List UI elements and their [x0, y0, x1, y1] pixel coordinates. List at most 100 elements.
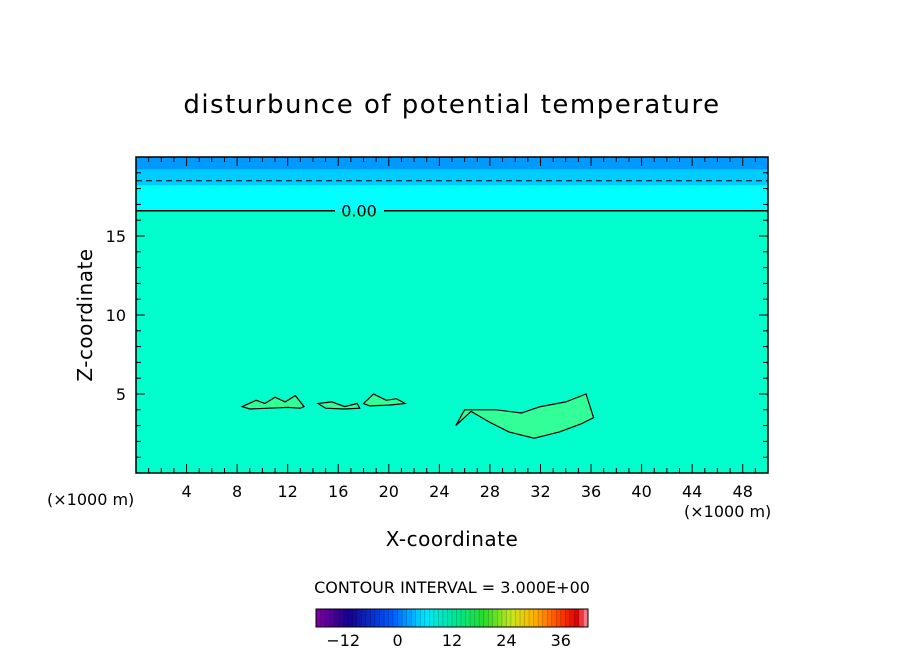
colorbar-segment — [483, 609, 489, 627]
colorbar-segment — [551, 609, 557, 627]
colorbar-segment — [388, 609, 394, 627]
colorbar-segment — [374, 609, 380, 627]
colorbar-segment — [424, 609, 430, 627]
colorbar-segment — [411, 609, 417, 627]
band-0 — [136, 210, 768, 473]
colorbar-segment — [569, 609, 575, 627]
band-2 — [136, 169, 768, 186]
colorbar-segment — [488, 609, 494, 627]
colorbar-segment — [420, 609, 426, 627]
colorbar-segment — [510, 609, 516, 627]
positive-region-2 — [362, 393, 408, 407]
x-tick-label: 4 — [181, 482, 191, 501]
colorbar-segment — [506, 609, 512, 627]
colorbar-segment — [556, 609, 562, 627]
colorbar-segment — [438, 609, 444, 627]
colorbar-segment — [406, 609, 412, 627]
colorbar-segment — [356, 609, 362, 627]
positive-region-0 — [240, 394, 306, 410]
colorbar-segment — [320, 609, 326, 627]
colorbar-segment — [316, 609, 321, 627]
x-tick-label: 44 — [682, 482, 702, 501]
positive-region-1 — [316, 401, 361, 410]
plot-area — [136, 157, 768, 473]
colorbar-segment — [379, 609, 385, 627]
x-unit-left: (×1000 m) — [47, 490, 134, 509]
colorbar-segment — [393, 609, 398, 627]
colorbar-segment — [370, 609, 376, 627]
x-tick-label: 24 — [429, 482, 449, 501]
colorbar-segment — [479, 609, 485, 627]
colorbar-segment — [515, 609, 521, 627]
colorbar-tick-label: 0 — [393, 631, 403, 650]
colorbar-segment — [334, 609, 339, 627]
colorbar-segment — [529, 609, 534, 627]
colorbar-segment — [329, 609, 335, 627]
colorbar-segment — [456, 609, 462, 627]
colorbar-segment — [560, 609, 566, 627]
x-axis-label: X-coordinate — [386, 527, 519, 551]
zero-contour-label: 0.00 — [341, 202, 377, 221]
colorbar-segment — [538, 609, 543, 627]
colorbar-segment — [325, 609, 330, 627]
colorbar-segment — [361, 609, 367, 627]
contour-lines: 0.00 — [136, 180, 768, 221]
colorbar-segment — [474, 609, 480, 627]
x-tick-label: 12 — [278, 482, 298, 501]
colorbar-segment — [565, 609, 571, 627]
y-tick-label: 5 — [116, 385, 126, 404]
y-tick-labels: 5 10 15 — [106, 227, 126, 404]
colorbar-segment — [520, 609, 525, 627]
x-tick-label: 36 — [581, 482, 601, 501]
colorbar-segment — [578, 609, 584, 627]
colorbar-segment — [343, 609, 349, 627]
contour-interval-note: CONTOUR INTERVAL = 3.000E+00 — [314, 578, 590, 597]
colorbar-segment — [429, 609, 435, 627]
colorbar-segment — [524, 609, 530, 627]
x-tick-label: 8 — [232, 482, 242, 501]
colorbar-segment — [442, 609, 448, 627]
chart-title: disturbunce of potential temperature — [183, 90, 720, 120]
colorbar-segment — [384, 609, 389, 627]
colorbar-segment — [415, 609, 421, 627]
colorbar-segment — [402, 609, 407, 627]
colorbar-segment — [447, 609, 453, 627]
x-tick-label: 40 — [631, 482, 651, 501]
colorbar-segment — [433, 609, 439, 627]
y-tick-label: 10 — [106, 306, 126, 325]
colorbar-tick-labels: −12 0 12 24 36 — [326, 631, 571, 650]
colorbar-segment — [470, 609, 475, 627]
y-axis-label: Z-coordinate — [73, 248, 97, 381]
axis-ticks — [136, 157, 768, 473]
colorbar-segment — [461, 609, 466, 627]
x-tick-label: 16 — [328, 482, 348, 501]
colorbar-segment — [465, 609, 471, 627]
colorbar-segment — [452, 609, 457, 627]
colorbar-segment — [497, 609, 503, 627]
colorbar-tick-label: 36 — [551, 631, 571, 650]
colorbar-segment — [365, 609, 371, 627]
y-tick-label: 15 — [106, 227, 126, 246]
colorbar-segment — [347, 609, 353, 627]
colorbar-segment — [533, 609, 539, 627]
band-1 — [136, 185, 768, 211]
x-unit-right: (×1000 m) — [684, 502, 771, 521]
x-tick-labels: 4 8 12 16 20 24 28 32 36 40 44 48 — [181, 482, 752, 501]
colorbar-segment — [542, 609, 548, 627]
colorbar-segment — [397, 609, 403, 627]
positive-region-3 — [455, 393, 595, 439]
colorbar-segment — [501, 609, 507, 627]
band-3 — [136, 157, 768, 170]
colorbar-segment — [338, 609, 344, 627]
colorbar-frame — [315, 608, 589, 628]
x-tick-label: 20 — [379, 482, 399, 501]
x-tick-label: 48 — [733, 482, 753, 501]
colorbar-segment — [583, 609, 589, 627]
contour-regions — [240, 393, 595, 439]
colorbar-segment — [574, 609, 580, 627]
x-tick-label: 32 — [530, 482, 550, 501]
colorbar-tick-label: 12 — [442, 631, 462, 650]
colorbar-segment — [547, 609, 553, 627]
colorbar-tick-label: −12 — [326, 631, 360, 650]
